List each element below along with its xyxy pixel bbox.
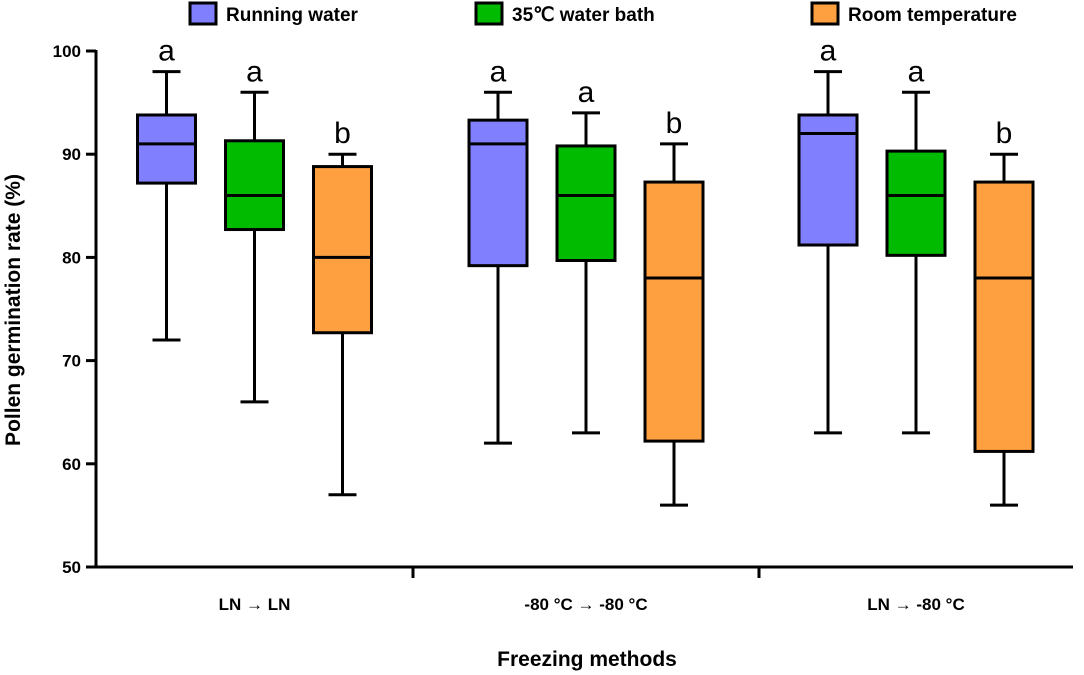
significance-letter: a bbox=[820, 35, 837, 68]
box-2-group-2: a bbox=[555, 76, 617, 435]
box-3-group-3: b bbox=[973, 117, 1035, 507]
box-iqr bbox=[643, 180, 705, 443]
y-axis-title: Pollen germination rate (%) bbox=[2, 174, 25, 446]
legend-label: Running water bbox=[226, 5, 359, 26]
legend-label: 35℃ water bath bbox=[512, 5, 655, 26]
significance-letter: b bbox=[996, 117, 1013, 150]
legend-label: Room temperature bbox=[848, 5, 1017, 26]
legend-swatch bbox=[810, 1, 840, 26]
significance-letter: b bbox=[334, 117, 351, 150]
box-iqr bbox=[797, 113, 859, 247]
significance-letter: b bbox=[666, 107, 683, 140]
plot-area: a a b a a b a a b bbox=[136, 35, 1035, 507]
legend: Running water 35℃ water bath Room temperat… bbox=[188, 1, 1017, 26]
significance-letter: a bbox=[578, 76, 595, 109]
box-1-group-2: a bbox=[467, 55, 529, 445]
box-iqr bbox=[467, 118, 529, 268]
significance-letter: a bbox=[490, 55, 507, 88]
y-tick-label: 80 bbox=[62, 248, 81, 267]
legend-swatch bbox=[188, 1, 218, 26]
y-tick-label: 90 bbox=[62, 145, 81, 164]
box-iqr bbox=[973, 180, 1035, 453]
y-tick-label: 50 bbox=[62, 558, 81, 577]
y-tick-label: 70 bbox=[62, 352, 81, 371]
x-category-label: -80 °C → -80 °C bbox=[524, 595, 647, 614]
significance-letter: a bbox=[908, 55, 925, 88]
box-2-group-1: a bbox=[224, 55, 285, 404]
legend-swatch bbox=[474, 1, 504, 26]
significance-letter: a bbox=[246, 55, 263, 88]
box-3-group-2: b bbox=[643, 107, 705, 507]
box-iqr bbox=[885, 149, 947, 257]
significance-letter: a bbox=[158, 35, 175, 68]
box-1-group-1: a bbox=[136, 35, 197, 342]
axes: 50 60 70 80 90 100 LN → LN -80 °C → -80 °C LN → … bbox=[53, 42, 1073, 614]
box-iqr bbox=[224, 139, 285, 232]
y-tick-label: 60 bbox=[62, 455, 81, 474]
box-iqr bbox=[136, 113, 197, 185]
box-2-group-3: a bbox=[885, 55, 947, 435]
x-axis-title: Freezing methods bbox=[497, 648, 677, 671]
y-tick-label: 100 bbox=[53, 42, 81, 61]
box-3-group-1: b bbox=[312, 117, 373, 497]
box-iqr bbox=[555, 144, 617, 262]
box-1-group-3: a bbox=[797, 35, 859, 435]
x-category-label: LN → LN bbox=[219, 595, 291, 614]
box-iqr bbox=[312, 165, 373, 335]
x-category-label: LN → -80 °C bbox=[867, 595, 964, 614]
